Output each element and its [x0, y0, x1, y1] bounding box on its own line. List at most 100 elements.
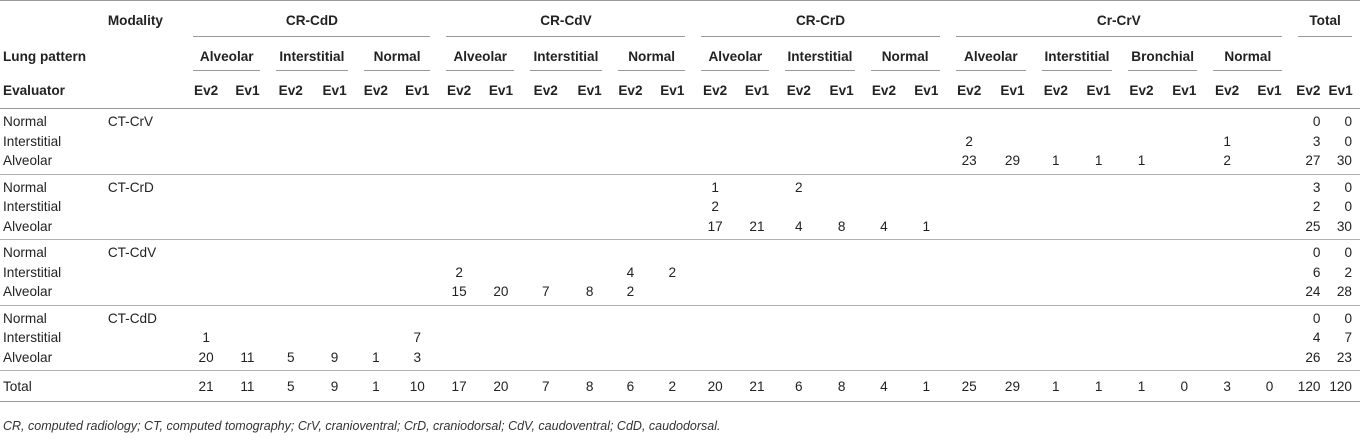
count-cell [863, 305, 905, 328]
count-cell [991, 132, 1034, 152]
count-cell [522, 151, 570, 175]
count-cell [991, 305, 1034, 328]
pattern-header: Normal [610, 39, 694, 73]
count-cell [356, 328, 396, 348]
count-cell [185, 109, 226, 132]
count-cell [185, 216, 227, 240]
count-cell [693, 282, 737, 306]
count-cell [609, 151, 652, 175]
count-cell [479, 216, 523, 240]
count-cell [948, 174, 991, 197]
count-cell: 1 [905, 216, 948, 240]
row-modality-label [105, 197, 186, 217]
count-cell [479, 151, 523, 175]
count-cell [569, 328, 609, 348]
count-cell [185, 282, 227, 306]
count-cell [480, 109, 522, 132]
total-count-cell: 1 [355, 370, 397, 402]
row-total-cell: 0 [1312, 245, 1321, 260]
count-cell [480, 328, 522, 348]
count-cell [1119, 347, 1164, 371]
count-cell [479, 347, 523, 371]
row-pattern-label: Normal [3, 114, 47, 129]
modality-header: Modality [104, 0, 186, 39]
count-cell [268, 263, 313, 283]
evaluator-col-header: Ev2 [438, 73, 480, 109]
count-cell [693, 305, 736, 328]
row-total-cell: 7 [1344, 330, 1352, 345]
count-cell [651, 197, 693, 217]
count-cell [313, 263, 355, 283]
count-cell [737, 263, 777, 283]
count-cell [480, 305, 522, 328]
count-cell: 7 [413, 330, 422, 345]
count-cell [438, 132, 479, 152]
count-cell [651, 347, 694, 371]
count-cell [313, 216, 356, 240]
count-cell: 2 [795, 179, 803, 195]
total-count-cell: 21 [185, 370, 227, 402]
count-cell [438, 174, 479, 197]
row-pattern-label: Alveolar [0, 282, 105, 306]
count-cell [396, 197, 438, 217]
count-cell [947, 216, 991, 240]
count-cell [820, 347, 863, 371]
count-cell [948, 109, 991, 132]
count-cell [1120, 305, 1163, 328]
count-cell [905, 174, 947, 197]
count-cell [991, 197, 1034, 217]
count-cell [313, 328, 355, 348]
count-cell [1034, 328, 1077, 348]
count-cell: 3 [396, 347, 439, 371]
count-cell [1077, 328, 1119, 348]
count-cell [990, 347, 1035, 371]
group-header: Cr-CrV [947, 0, 1291, 39]
evaluator-col-header: Ev2 [862, 73, 906, 109]
count-cell [1249, 109, 1290, 132]
count-cell [227, 197, 268, 217]
count-cell [1119, 282, 1164, 306]
count-cell [522, 132, 569, 152]
count-cell [737, 174, 777, 197]
count-cell [947, 347, 991, 371]
table-row: Normal CT-CrD 1 2 3 0 [0, 174, 1360, 197]
row-total-cell: 28 [1328, 282, 1360, 306]
count-cell [227, 174, 268, 197]
row-total-cell: 6 [1312, 264, 1321, 280]
count-cell [522, 109, 569, 132]
count-cell [820, 151, 863, 175]
total-count-cell: 5 [268, 370, 314, 402]
count-cell [569, 216, 610, 240]
total-count-cell: 0 [1248, 370, 1291, 402]
count-cell [1205, 240, 1248, 263]
count-cell [1249, 305, 1290, 328]
count-cell [820, 328, 862, 348]
count-cell [693, 347, 737, 371]
count-cell [313, 240, 355, 263]
count-cell [313, 305, 355, 328]
count-cell [1248, 216, 1291, 240]
count-cell [313, 132, 355, 152]
count-cell [1163, 151, 1206, 175]
evaluator-col-header: Ev1 [479, 73, 523, 109]
count-cell [737, 132, 777, 152]
count-cell [569, 174, 609, 197]
count-cell [355, 151, 397, 175]
count-cell [268, 132, 313, 152]
row-pattern-label: Interstitial [3, 264, 62, 280]
count-cell [1077, 282, 1120, 306]
table-footnote: CR, computed radiology; CT, computed tom… [3, 419, 721, 433]
count-cell [820, 282, 863, 306]
count-cell [777, 347, 821, 371]
count-cell [1163, 216, 1206, 240]
row-total-cell: 30 [1328, 216, 1360, 240]
count-cell: 8 [820, 216, 863, 240]
total-count-cell: 8 [820, 370, 863, 402]
count-cell [1120, 132, 1163, 152]
count-cell [777, 151, 821, 175]
row-total-cell: 26 [1290, 347, 1329, 371]
total-count-cell: 9 [313, 370, 356, 402]
count-cell [438, 240, 479, 263]
count-cell [268, 328, 313, 348]
